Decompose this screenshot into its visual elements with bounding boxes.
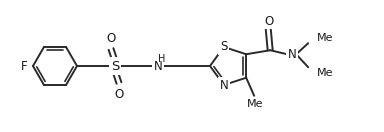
Text: N: N xyxy=(288,48,296,61)
Text: O: O xyxy=(106,32,116,44)
Text: N: N xyxy=(154,60,162,72)
Text: S: S xyxy=(111,60,119,72)
Text: Me: Me xyxy=(317,33,334,43)
Text: N: N xyxy=(219,79,228,91)
Text: F: F xyxy=(20,60,27,72)
Text: Me: Me xyxy=(247,99,263,109)
Text: O: O xyxy=(265,15,274,28)
Text: H: H xyxy=(158,54,166,64)
Text: Me: Me xyxy=(317,68,334,78)
Text: S: S xyxy=(220,41,227,53)
Text: O: O xyxy=(114,88,124,100)
